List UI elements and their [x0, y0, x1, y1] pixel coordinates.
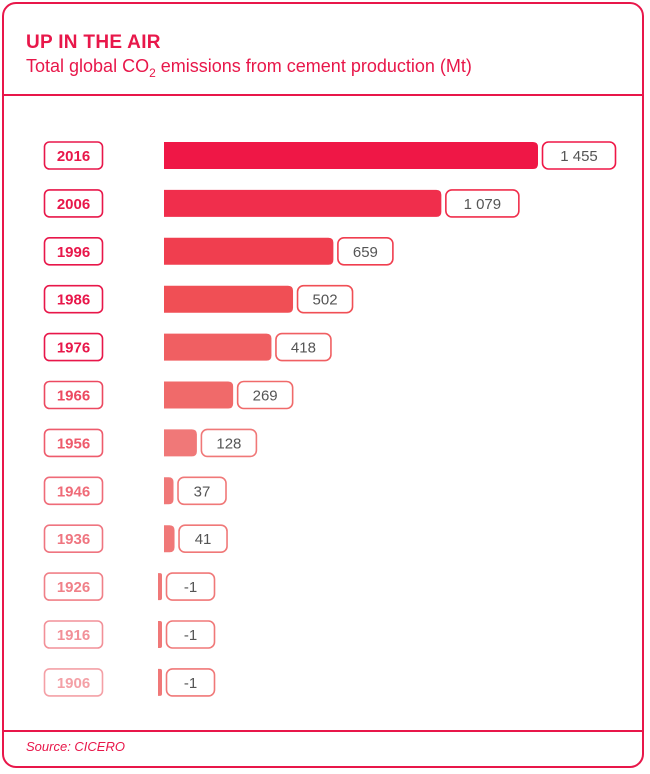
value-label-box: [165, 572, 216, 601]
year-label-box: [43, 476, 104, 506]
bar-row-1906: 1906 -1: [43, 668, 216, 697]
value-label: 659: [353, 244, 378, 261]
bar: [164, 429, 197, 457]
chart-footer: Source: CICERO: [4, 730, 642, 766]
bar: [164, 477, 174, 505]
value-label-box: [445, 189, 520, 218]
year-label-box: [43, 189, 104, 218]
year-label-box: [43, 237, 104, 266]
bar-row-1916: 1916 -1: [43, 620, 216, 649]
bar: [164, 525, 175, 553]
year-label-box: [43, 332, 104, 362]
value-label: -1: [184, 627, 197, 644]
bar-row-1976: 1976 418: [43, 332, 332, 362]
year-label: 1916: [57, 627, 90, 644]
bar: [164, 381, 234, 409]
year-label-box: [43, 428, 104, 458]
year-label-box: [43, 141, 104, 170]
year-label: 1926: [57, 579, 90, 596]
bar: [158, 668, 162, 696]
chart-card: UP IN THE AIR Total global CO2 emissions…: [2, 2, 644, 768]
value-label-box: [177, 476, 227, 506]
year-label: 1946: [57, 483, 90, 500]
bar-row-2016: 2016 1 455: [43, 141, 617, 170]
year-label: 1906: [57, 675, 90, 692]
value-label-box: [236, 380, 294, 410]
value-label-box: [337, 237, 394, 266]
value-label: 1 455: [560, 148, 598, 165]
subtitle-text-end: emissions from cement production (Mt): [155, 56, 472, 76]
chart-subtitle: Total global CO2 emissions from cement p…: [26, 56, 472, 80]
source-note: Source: CICERO: [26, 739, 125, 754]
bar-row-2006: 2006 1 079: [43, 189, 520, 218]
bar: [164, 237, 334, 265]
bar: [164, 285, 294, 313]
chart-header: UP IN THE AIR Total global CO2 emissions…: [4, 4, 642, 96]
year-label-box: [43, 524, 104, 554]
year-label: 1966: [57, 388, 90, 405]
bar: [164, 142, 538, 169]
bar: [158, 573, 162, 601]
bar-row-1926: 1926 -1: [43, 572, 216, 601]
year-label: 1986: [57, 292, 90, 309]
year-label: 1956: [57, 435, 90, 452]
value-label-box: [275, 332, 332, 362]
year-label-box: [43, 620, 104, 649]
value-label: -1: [184, 675, 197, 692]
value-label-box: [541, 141, 617, 170]
value-label: 269: [253, 388, 278, 405]
value-label: 41: [195, 531, 212, 548]
subtitle-subscript: 2: [149, 66, 156, 80]
value-label-box: [178, 524, 228, 554]
year-label: 1976: [57, 340, 90, 357]
bar-row-1986: 1986 502: [43, 284, 354, 314]
chart-title: UP IN THE AIR: [26, 32, 161, 53]
year-label-box: [43, 380, 104, 410]
value-label: 128: [216, 435, 241, 452]
year-label-box: [43, 668, 104, 697]
year-label-box: [43, 572, 104, 601]
year-label: 1996: [57, 244, 90, 261]
year-label-box: [43, 284, 104, 314]
bar: [164, 333, 272, 361]
value-label-box: [165, 620, 216, 649]
value-label: 37: [194, 483, 211, 500]
value-label: 502: [313, 292, 338, 309]
bar-row-1936: 1936 41: [43, 524, 228, 554]
value-label-box: [296, 284, 354, 314]
value-label: -1: [184, 579, 197, 596]
subtitle-text-start: Total global CO: [26, 56, 150, 76]
year-label: 1936: [57, 531, 90, 548]
value-label: 418: [291, 340, 316, 357]
bar-row-1946: 1946 37: [43, 476, 227, 506]
year-label: 2016: [57, 148, 90, 165]
year-label: 2006: [57, 196, 90, 213]
bar-row-1966: 1966 269: [43, 380, 294, 410]
value-label: 1 079: [464, 196, 502, 213]
value-label-box: [200, 428, 258, 458]
bar-row-1996: 1996 659: [43, 237, 394, 266]
bar-row-1956: 1956 128: [43, 428, 258, 458]
bar: [158, 621, 162, 648]
bar: [164, 189, 442, 217]
value-label-box: [165, 668, 216, 697]
